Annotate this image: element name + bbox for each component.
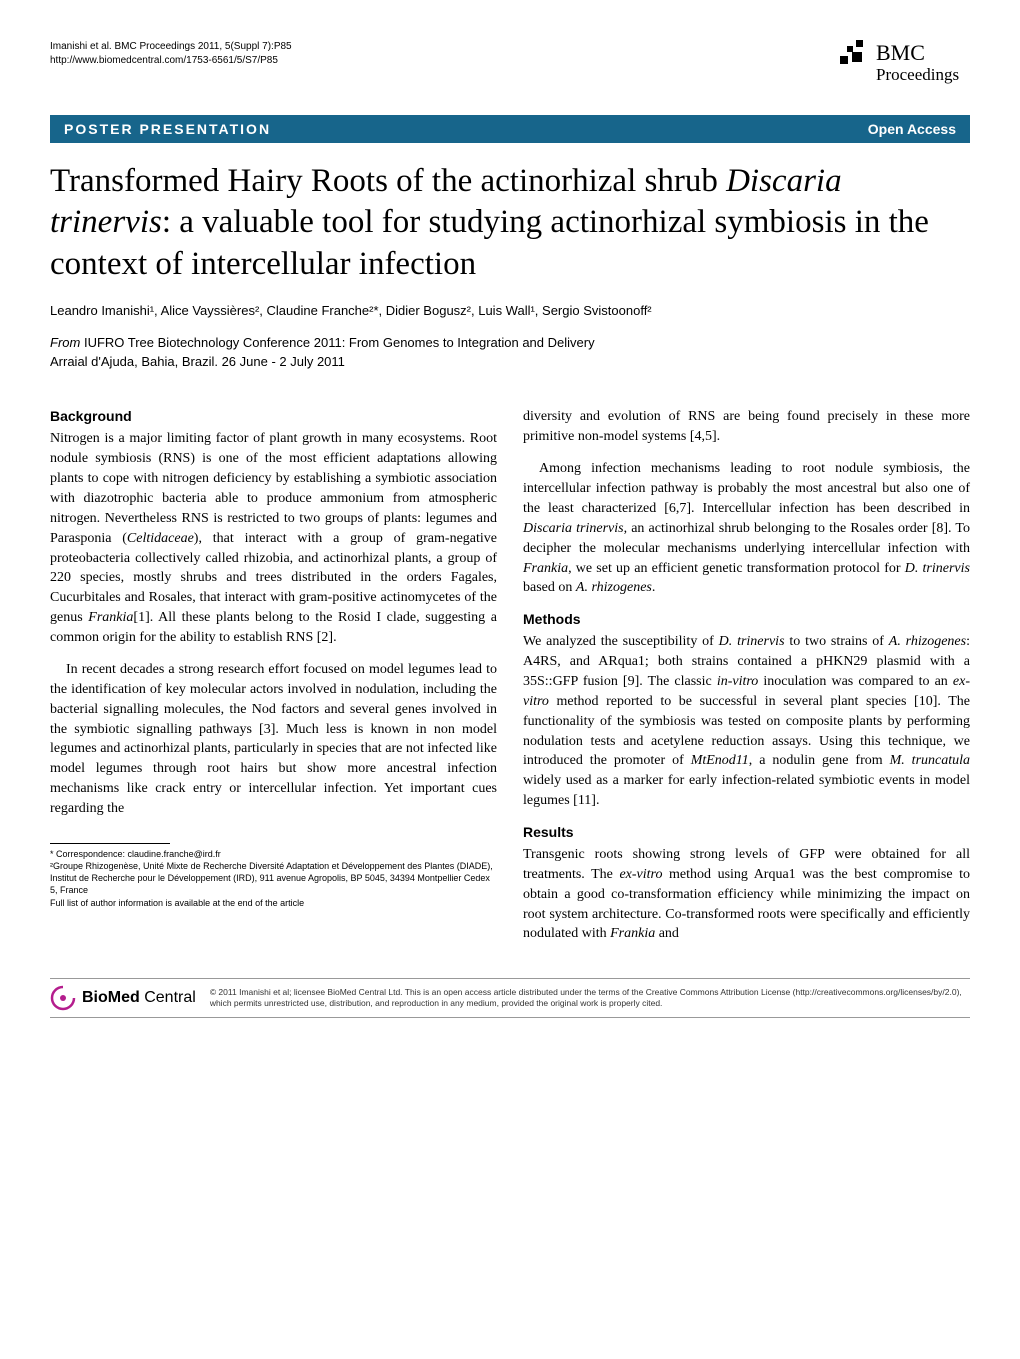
top-meta: Imanishi et al. BMC Proceedings 2011, 5(…	[50, 40, 970, 95]
open-access-icon	[50, 985, 76, 1011]
banner-left: POSTER PRESENTATION	[64, 121, 271, 137]
m-p1i3: in-vitro	[717, 674, 758, 689]
bg-p4i1: Discaria trinervis	[523, 521, 624, 536]
from-block: From IUFRO Tree Biotechnology Conference…	[50, 334, 970, 372]
bg-p1i1: Celtidaceae	[127, 531, 194, 546]
article-title: Transformed Hairy Roots of the actinorhi…	[50, 161, 970, 285]
background-heading: Background	[50, 407, 497, 427]
footnote-separator	[50, 843, 170, 844]
footer-bar: BioMed Central © 2011 Imanishi et al; li…	[50, 978, 970, 1018]
svg-text:Proceedings: Proceedings	[876, 65, 959, 84]
bg-p4i2: Frankia	[523, 561, 568, 576]
methods-p1: We analyzed the susceptibility of D. tri…	[523, 632, 970, 811]
r-p1c: and	[655, 926, 679, 941]
m-p1i6: M. truncatula	[890, 753, 970, 768]
results-heading: Results	[523, 823, 970, 843]
background-p4: Among infection mechanisms leading to ro…	[523, 459, 970, 598]
authors: Leandro Imanishi¹, Alice Vayssières², Cl…	[50, 303, 970, 318]
bg-p4i4: A. rhizogenes	[576, 580, 652, 595]
from-label: From	[50, 335, 80, 350]
r-p1i2: Frankia	[610, 926, 655, 941]
citation-text: Imanishi et al. BMC Proceedings 2011, 5(…	[50, 41, 292, 52]
results-p1: Transgenic roots showing strong levels o…	[523, 845, 970, 944]
footer-logo: BioMed Central	[50, 985, 196, 1011]
columns: Background Nitrogen is a major limiting …	[50, 407, 970, 956]
footnotes: * Correspondence: claudine.franche@ird.f…	[50, 848, 497, 909]
citation-line: Imanishi et al. BMC Proceedings 2011, 5(…	[50, 40, 292, 54]
brand-normal: Central	[140, 989, 196, 1006]
m-p1f: , a nodulin gene from	[749, 753, 890, 768]
m-p1a: We analyzed the susceptibility of	[523, 634, 719, 649]
background-p1: Nitrogen is a major limiting factor of p…	[50, 429, 497, 648]
background-p2: In recent decades a strong research effo…	[50, 660, 497, 819]
from-loc: Arraial d'Ajuda, Bahia, Brazil. 26 June …	[50, 354, 345, 369]
m-p1g: widely used as a marker for early infect…	[523, 773, 970, 808]
m-p1d: inoculation was compared to an	[758, 674, 953, 689]
banner: POSTER PRESENTATION Open Access	[50, 115, 970, 143]
footnote-corr: * Correspondence: claudine.franche@ird.f…	[50, 848, 497, 860]
brand-bold: BioMed	[82, 989, 140, 1006]
m-p1i5: MtEnod11	[691, 753, 749, 768]
right-column: diversity and evolution of RNS are being…	[523, 407, 970, 956]
bg-p4c: , we set up an efficient genetic transfo…	[568, 561, 905, 576]
title-post: : a valuable tool for studying actinorhi…	[50, 204, 929, 281]
r-p1i1: ex-vitro	[619, 867, 662, 882]
bg-p4i3: D. trinervis	[905, 561, 970, 576]
bg-p4a: Among infection mechanisms leading to ro…	[523, 461, 970, 516]
m-p1b: to two strains of	[785, 634, 889, 649]
m-p1i2: A. rhizogenes	[889, 634, 966, 649]
url-line: http://www.biomedcentral.com/1753-6561/5…	[50, 54, 292, 68]
bmc-logo: BMC Proceedings	[840, 40, 970, 95]
from-conf: IUFRO Tree Biotechnology Conference 2011…	[80, 335, 594, 350]
left-column: Background Nitrogen is a major limiting …	[50, 407, 497, 956]
background-p3: diversity and evolution of RNS are being…	[523, 407, 970, 447]
bg-p4e: .	[652, 580, 656, 595]
banner-right: Open Access	[868, 121, 956, 137]
svg-text:BMC: BMC	[876, 40, 925, 65]
footnote-aff: ²Groupe Rhizogenèse, Unité Mixte de Rech…	[50, 860, 497, 896]
bg-p1i2: Frankia	[88, 610, 133, 625]
bg-p4d: based on	[523, 580, 576, 595]
bg-p1a: Nitrogen is a major limiting factor of p…	[50, 431, 497, 545]
footer-logo-text: BioMed Central	[82, 989, 196, 1007]
footnote-full: Full list of author information is avail…	[50, 897, 497, 909]
citation-block: Imanishi et al. BMC Proceedings 2011, 5(…	[50, 40, 292, 68]
methods-heading: Methods	[523, 610, 970, 630]
footer-license: © 2011 Imanishi et al; licensee BioMed C…	[210, 987, 970, 1009]
m-p1i1: D. trinervis	[719, 634, 785, 649]
title-pre: Transformed Hairy Roots of the actinorhi…	[50, 163, 726, 199]
